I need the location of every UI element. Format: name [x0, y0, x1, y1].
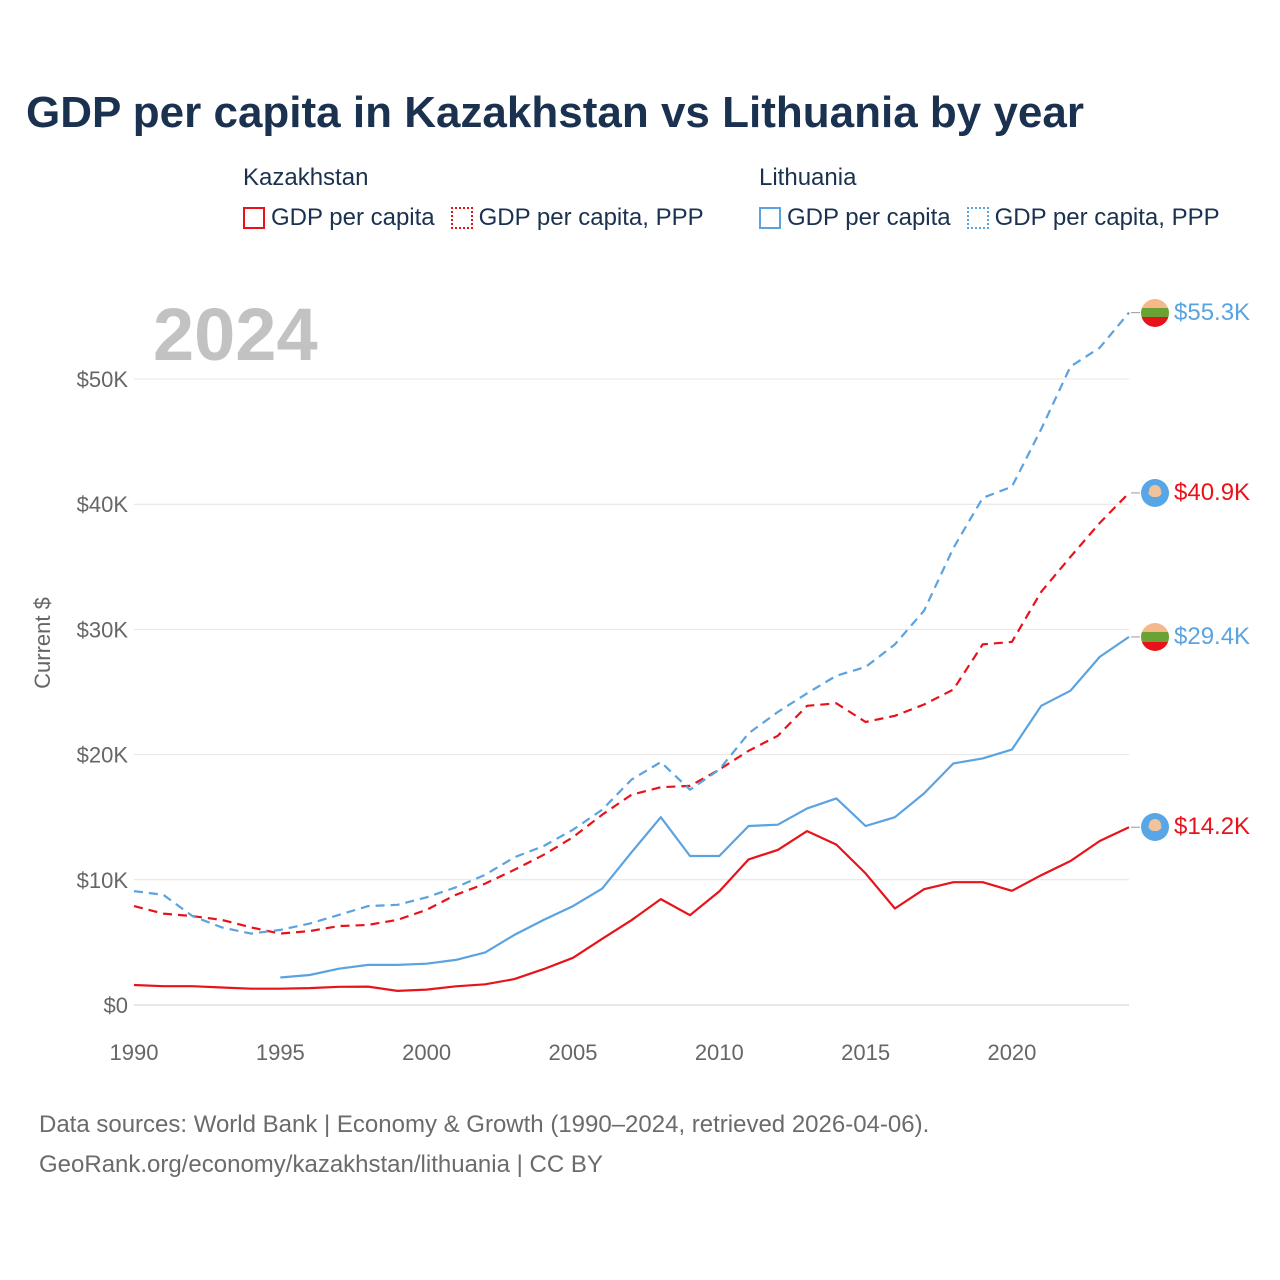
lithuania-flag-icon: [1141, 622, 1169, 651]
axis-ticks: $0 $10K $20K $30K $40K $50K 1990 1995 2000 2005 20…: [77, 367, 1037, 1065]
legend-item-label: GDP per capita: [787, 204, 951, 231]
legend-swatch-solid-blue: [759, 207, 781, 229]
x-tick-label: 1990: [110, 1040, 159, 1065]
series-line-lithuania-gdp-per-capita-ppp[interactable]: [133, 311, 1130, 935]
series-lines: [133, 311, 1140, 993]
x-tick-label: 2010: [695, 1040, 744, 1065]
y-tick-label: $30K: [77, 617, 129, 642]
legend-item-label: GDP per capita, PPP: [994, 204, 1220, 231]
x-tick-label: 2015: [841, 1040, 890, 1065]
legend-item-kazakhstan-gdp[interactable]: GDP per capita: [243, 204, 435, 232]
y-tick-label: $10K: [77, 868, 129, 893]
legend-country-label: Lithuania: [759, 164, 857, 191]
legend-item-lithuania-gdp-ppp[interactable]: GDP per capita, PPP: [966, 204, 1220, 232]
x-tick-label: 2000: [402, 1040, 451, 1065]
y-tick-label: $20K: [77, 743, 129, 768]
x-tick-label: 2005: [548, 1040, 597, 1065]
legend-kazakhstan: Kazakhstan GDP per capita GDP per capita…: [243, 162, 704, 232]
legend-lithuania: Lithuania GDP per capita GDP per capita,…: [759, 162, 1220, 232]
x-tick-label: 2020: [987, 1040, 1036, 1065]
lithuania-flag-icon: [1141, 298, 1169, 327]
line-chart: $0 $10K $20K $30K $40K $50K 1990 1995 2000 2005 20…: [30, 311, 1140, 1065]
legend-swatch-solid-red: [243, 207, 265, 229]
legend-item-kazakhstan-gdp-ppp[interactable]: GDP per capita, PPP: [450, 204, 704, 232]
series-line-kazakhstan-gdp-per-capita[interactable]: [133, 826, 1130, 993]
kazakhstan-flag-icon: [1141, 478, 1169, 507]
kazakhstan-flag-icon: [1141, 813, 1169, 842]
legend-swatch-dotted-blue: [966, 207, 989, 229]
footer-sources: Data sources: World Bank | Economy & Gro…: [39, 1111, 930, 1138]
legend-item-label: GDP per capita: [271, 204, 435, 231]
x-tick-label: 1995: [256, 1040, 305, 1065]
end-label-kazakhstan-gdp: $14.2K: [1174, 813, 1251, 841]
end-label-lithuania-ppp: $55.3K: [1174, 298, 1251, 326]
legend-swatch-dotted-red: [450, 207, 473, 229]
chart-title: GDP per capita in Kazakhstan vs Lithuani…: [26, 88, 1084, 137]
legend-item-label: GDP per capita, PPP: [478, 204, 704, 231]
current-year-watermark: 2024: [153, 293, 318, 376]
end-label-lithuania-gdp: $29.4K: [1174, 622, 1251, 650]
series-line-lithuania-gdp-per-capita[interactable]: [280, 635, 1130, 979]
footer: Data sources: World Bank | Economy & Gro…: [39, 1105, 929, 1185]
end-label-kazakhstan-ppp: $40.9K: [1174, 478, 1251, 506]
series-line-kazakhstan-gdp-per-capita-ppp[interactable]: [133, 492, 1130, 935]
y-axis-title: Current $: [30, 597, 55, 689]
grid-lines: [134, 378, 1129, 1006]
y-tick-label: $50K: [77, 367, 129, 392]
y-tick-label: $40K: [77, 492, 129, 517]
footer-link[interactable]: GeoRank.org/economy/kazakhstan/lithuania…: [39, 1151, 603, 1178]
legend-item-lithuania-gdp[interactable]: GDP per capita: [759, 204, 951, 232]
legend-country-label: Kazakhstan: [243, 164, 369, 191]
y-tick-label: $0: [104, 993, 128, 1018]
